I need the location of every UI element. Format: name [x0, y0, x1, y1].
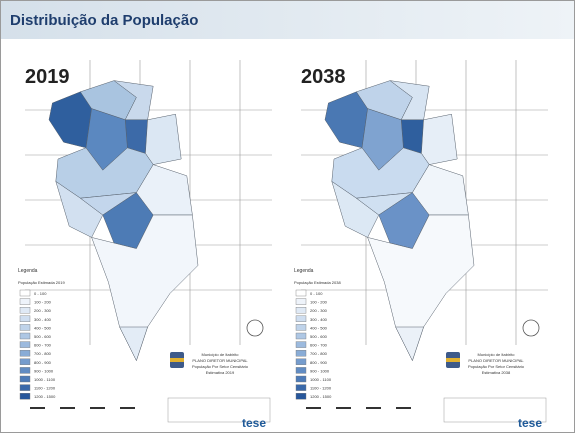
coat-of-arms-band: [446, 358, 460, 362]
legend-label: 600 - 700: [310, 343, 328, 348]
legend-swatch: [20, 290, 30, 296]
legend-swatch: [296, 367, 306, 373]
legend-label: 0 - 100: [34, 291, 47, 296]
legend-swatch: [20, 393, 30, 399]
legend-label: 500 - 600: [34, 334, 52, 339]
logo: tese: [518, 416, 542, 430]
logo: tese: [242, 416, 266, 430]
legend-title: Legenda: [294, 268, 314, 274]
legend-swatch: [296, 359, 306, 365]
caption-line: PLANO DIRETOR MUNICIPAL: [468, 358, 524, 363]
legend-swatch: [20, 367, 30, 373]
caption-line: População Por Setor Censitário: [192, 364, 249, 369]
caption-line: Estimativa 2019: [206, 370, 235, 375]
legend-swatch: [296, 290, 306, 296]
legend-label: 300 - 400: [34, 317, 52, 322]
legend-swatch: [296, 350, 306, 356]
slide-title: Distribuição da População: [10, 12, 198, 29]
caption-line: Estimativa 2038: [482, 370, 511, 375]
legend-label: 1200 - 1500: [34, 394, 56, 399]
map-year: 2019: [25, 66, 70, 88]
legend-label: 400 - 500: [34, 325, 52, 330]
census-sector: [145, 114, 181, 164]
legend-swatch: [296, 299, 306, 305]
legend-swatch: [20, 324, 30, 330]
legend-label: 300 - 400: [310, 317, 328, 322]
map-panel: 2019 Legenda População Estimada 2019 0 - 10…: [10, 45, 278, 430]
legend-swatch: [296, 342, 306, 348]
legend-label: 200 - 300: [310, 308, 328, 313]
map-year: 2038: [301, 66, 346, 88]
legend-label: 800 - 900: [34, 360, 52, 365]
legend-swatch: [20, 376, 30, 382]
legend-swatch: [296, 307, 306, 313]
legend-label: 900 - 1000: [310, 368, 330, 373]
legend-swatch: [296, 385, 306, 391]
coat-of-arms-band: [170, 358, 184, 362]
legend-label: 100 - 200: [310, 300, 328, 305]
legend-label: 1000 - 1100: [34, 377, 56, 382]
legend-label: 400 - 500: [310, 325, 328, 330]
caption-line: População Por Setor Censitário: [468, 364, 525, 369]
legend-title: Legenda: [18, 268, 38, 274]
legend-label: 900 - 1000: [34, 368, 54, 373]
legend-swatch: [296, 376, 306, 382]
legend-swatch: [296, 316, 306, 322]
legend-swatch: [20, 385, 30, 391]
legend-swatch: [20, 359, 30, 365]
legend-label: 100 - 200: [34, 300, 52, 305]
legend-label: 700 - 800: [34, 351, 52, 356]
legend-label: 500 - 600: [310, 334, 328, 339]
legend-label: 800 - 900: [310, 360, 328, 365]
legend-swatch: [20, 316, 30, 322]
legend-label: 0 - 100: [310, 291, 323, 296]
legend-swatch: [296, 333, 306, 339]
legend-label: 1100 - 1200: [34, 386, 56, 391]
legend-swatch: [20, 350, 30, 356]
legend-swatch: [20, 333, 30, 339]
slide: Distribuição da População 2019 Legenda Pop…: [0, 0, 575, 433]
census-sector: [421, 114, 457, 164]
legend-label: 700 - 800: [310, 351, 328, 356]
legend-label: 1200 - 1500: [310, 394, 332, 399]
legend-label: 1000 - 1100: [310, 377, 332, 382]
legend-label: 200 - 300: [34, 308, 52, 313]
caption-line: Município de Itabirito: [478, 352, 516, 357]
legend-swatch: [20, 299, 30, 305]
legend-swatch: [20, 342, 30, 348]
map-panel: 2038 Legenda População Estimada 2038 0 - 10…: [286, 45, 554, 430]
legend-label: 600 - 700: [34, 343, 52, 348]
legend-subtitle: População Estimada 2038: [294, 280, 341, 285]
caption-line: PLANO DIRETOR MUNICIPAL: [192, 358, 248, 363]
legend-swatch: [296, 324, 306, 330]
legend-subtitle: População Estimada 2019: [18, 280, 65, 285]
legend-swatch: [296, 393, 306, 399]
caption-line: Município de Itabirito: [202, 352, 240, 357]
legend-swatch: [20, 307, 30, 313]
legend-label: 1100 - 1200: [310, 386, 332, 391]
